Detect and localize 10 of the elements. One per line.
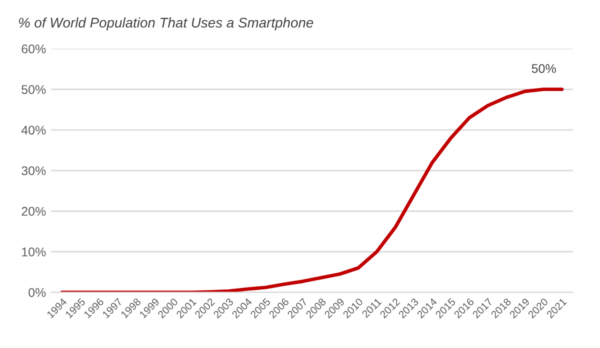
y-tick-label: 60% bbox=[22, 44, 46, 54]
data-label: 50% bbox=[532, 64, 556, 73]
line-series bbox=[60, 88, 564, 292]
y-tick-label: 20% bbox=[22, 206, 46, 216]
chart-title: % of World Population That Uses a Smartphone bbox=[18, 17, 314, 30]
y-tick-label: 30% bbox=[22, 166, 46, 176]
y-tick-label: 10% bbox=[22, 248, 46, 256]
y-tick-label: 0% bbox=[28, 288, 46, 297]
y-tick-label: 40% bbox=[21, 126, 46, 135]
y-tick-label: 50% bbox=[22, 85, 46, 94]
